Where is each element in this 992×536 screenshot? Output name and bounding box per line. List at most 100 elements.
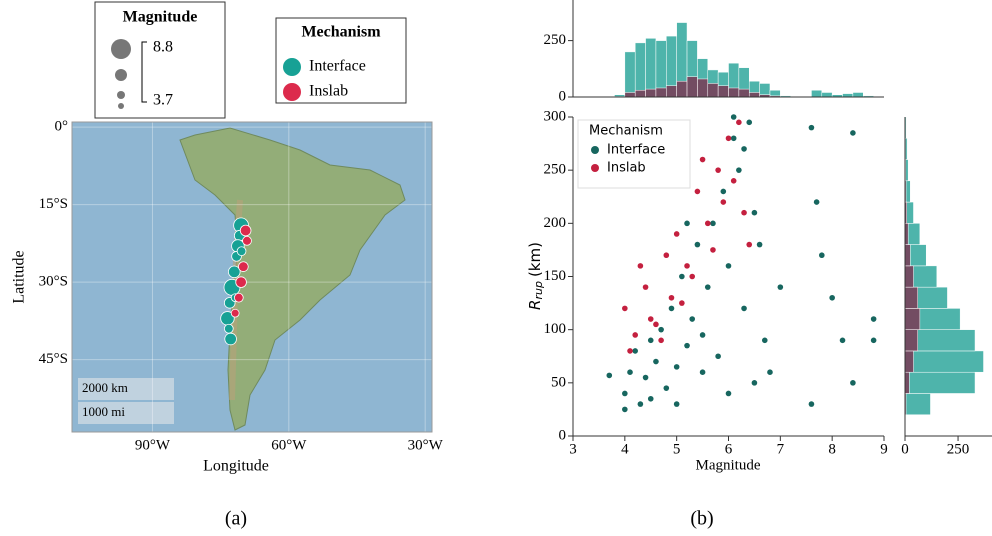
y-tick-label: 0	[559, 427, 567, 443]
point	[819, 252, 825, 258]
point	[731, 114, 737, 120]
y-tick-label: 250	[544, 162, 567, 178]
point	[684, 343, 690, 349]
point	[710, 247, 716, 253]
point	[746, 242, 752, 248]
scale-label: 2000 km	[82, 380, 128, 395]
legend-title: Mechanism	[589, 124, 663, 139]
point	[627, 369, 633, 375]
x-tick-label: 7	[777, 441, 785, 457]
x-tick-label: 9	[880, 441, 888, 457]
y-tick-label: 0°	[55, 119, 69, 135]
point	[648, 338, 654, 344]
point	[741, 306, 747, 312]
legend-label: Inslab	[607, 161, 646, 176]
point	[638, 263, 644, 269]
x-tick-label: 3	[569, 441, 577, 457]
x-tick-label: 6	[725, 441, 733, 457]
y-axis-label: Rrup(km)	[526, 242, 546, 310]
point	[658, 338, 664, 344]
point	[648, 396, 654, 402]
legend-marker	[591, 146, 599, 154]
earthquake	[238, 262, 248, 272]
size-label: 8.8	[153, 39, 173, 56]
histogram-bar	[656, 88, 666, 97]
histogram-bar	[625, 52, 635, 97]
y-tick-label: 15°S	[39, 196, 68, 212]
size-key	[118, 103, 124, 109]
point	[731, 178, 737, 184]
scale-label: 1000 mi	[82, 404, 125, 419]
y-tick-label: 200	[544, 215, 567, 231]
earthquake	[231, 309, 239, 317]
histogram-bar	[905, 351, 984, 372]
point	[627, 348, 633, 354]
point	[622, 407, 628, 413]
histogram-bar	[843, 94, 853, 97]
earthquake	[236, 277, 247, 288]
y-tick-label: 0	[559, 88, 567, 104]
point	[850, 130, 856, 136]
point	[674, 231, 680, 237]
y-label-main: R	[526, 300, 544, 310]
histogram-bar	[749, 92, 759, 97]
y-tick-label: 150	[544, 268, 567, 284]
histogram-bar	[905, 308, 920, 329]
x-tick-label: 0	[901, 441, 909, 457]
point	[695, 189, 701, 195]
histogram-bar	[905, 372, 975, 393]
point	[746, 120, 752, 126]
point	[736, 120, 742, 126]
histogram-bar	[853, 92, 863, 97]
point	[736, 167, 742, 173]
histogram-bar	[905, 393, 930, 414]
point	[850, 380, 856, 386]
point	[700, 332, 706, 338]
point	[700, 157, 706, 163]
histogram-bar	[718, 86, 728, 97]
y-tick-label: 45°S	[39, 351, 68, 367]
legend-title: Magnitude	[123, 9, 198, 26]
point	[710, 221, 716, 227]
histogram-bar	[905, 287, 918, 308]
x-tick-label: 250	[947, 441, 970, 457]
size-key	[117, 91, 125, 99]
size-key	[115, 69, 127, 81]
point	[669, 306, 675, 312]
point	[622, 306, 628, 312]
earthquake	[237, 247, 246, 256]
histogram-bar	[811, 90, 821, 97]
y-tick-label: 30°S	[39, 274, 68, 290]
point	[695, 242, 701, 248]
earthquake	[225, 333, 237, 345]
point	[715, 167, 721, 173]
point	[840, 338, 846, 344]
earthquake	[243, 236, 252, 245]
point	[648, 316, 654, 322]
x-tick-label: 30°W	[408, 437, 444, 453]
point	[632, 332, 638, 338]
legend-label: Interface	[607, 143, 665, 158]
point	[809, 401, 815, 407]
point	[731, 135, 737, 141]
point	[653, 359, 659, 365]
point	[705, 284, 711, 290]
point	[726, 391, 732, 397]
size-label: 3.7	[153, 92, 173, 109]
point	[689, 316, 695, 322]
x-axis-label: Magnitude	[696, 457, 761, 473]
legend-label: Inslab	[309, 83, 348, 100]
y-tick-label: 250	[544, 32, 567, 48]
point	[752, 210, 758, 216]
x-tick-label: 90°W	[135, 437, 171, 453]
point	[809, 125, 815, 131]
histogram-bar	[905, 266, 913, 287]
legend-marker	[283, 58, 301, 76]
legend-marker	[591, 164, 599, 172]
earthquake	[234, 293, 243, 302]
histogram-bar	[666, 86, 676, 97]
point	[721, 189, 727, 195]
histogram-bar	[739, 89, 749, 97]
legend-title: Mechanism	[301, 24, 381, 41]
y-tick-label: 300	[544, 108, 567, 124]
